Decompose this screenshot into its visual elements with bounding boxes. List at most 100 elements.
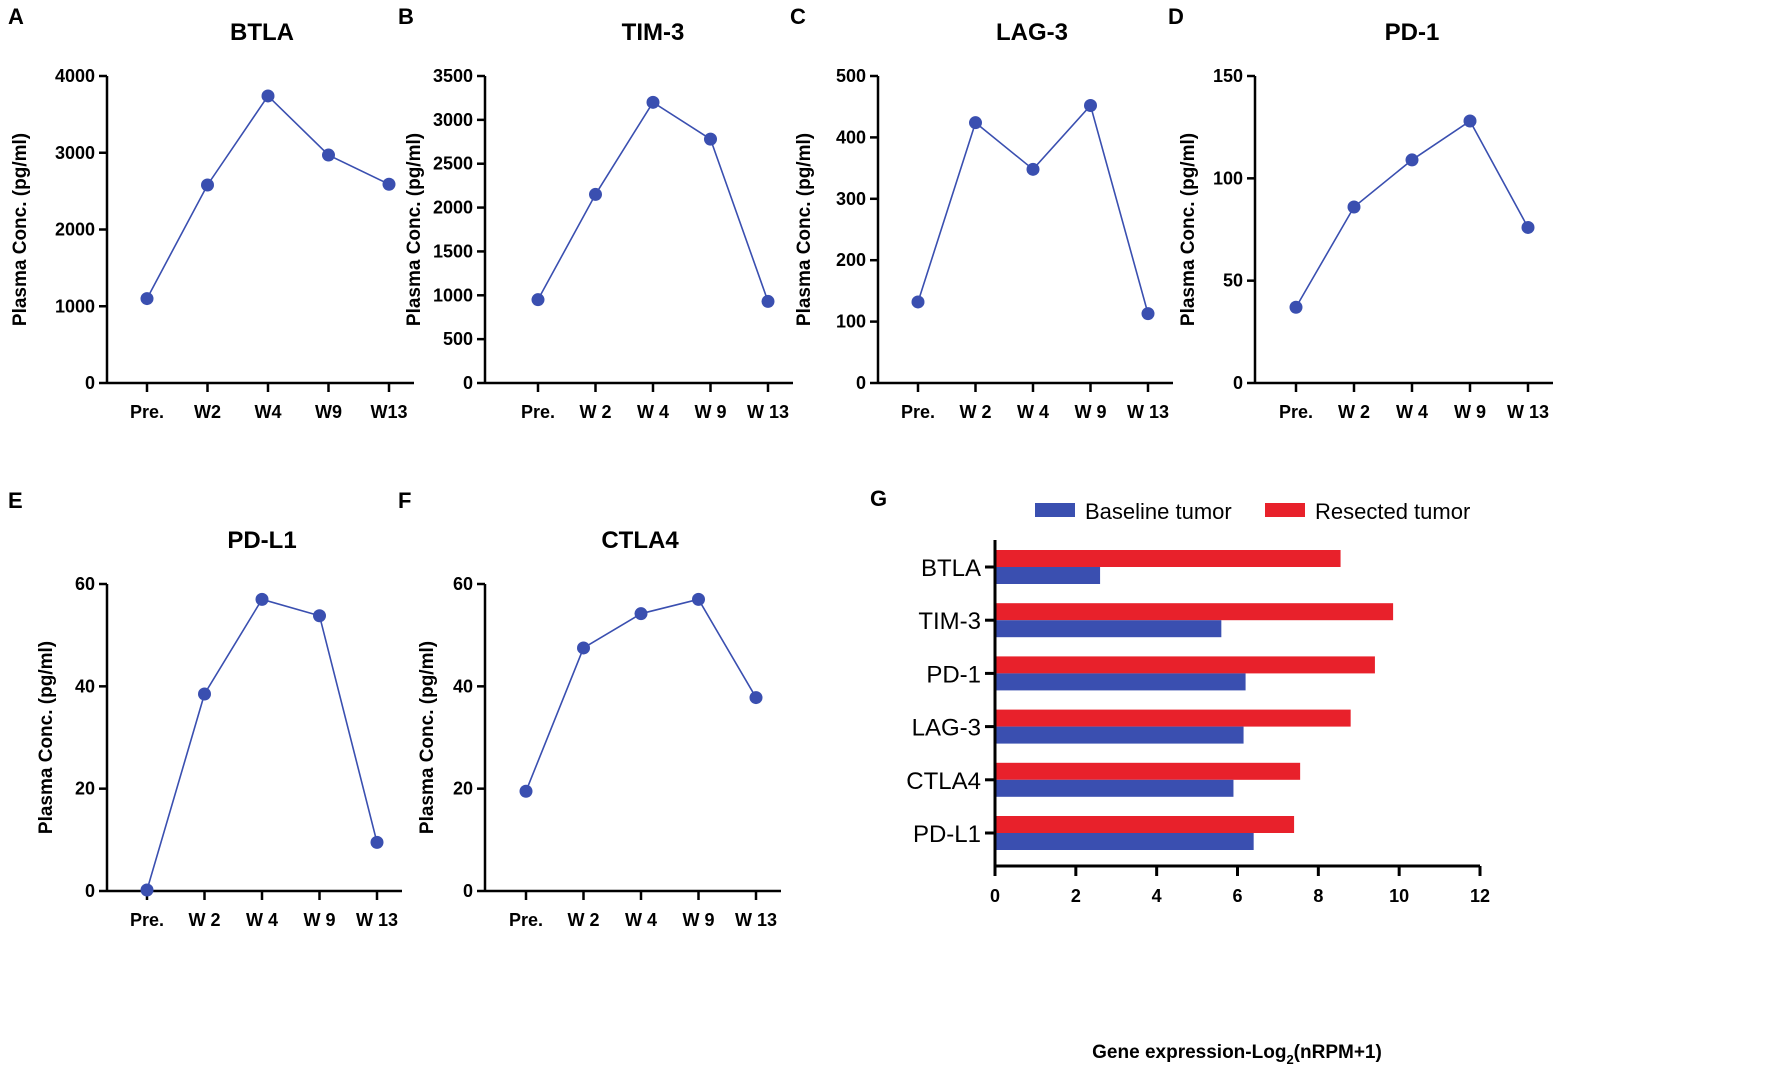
- x-tick-label: Pre.: [521, 402, 555, 422]
- x-tick-label: 12: [1470, 886, 1490, 906]
- x-tick-label: 2: [1071, 886, 1081, 906]
- series-line: [146, 598, 378, 891]
- bar-baseline-tumor-tim-3: [996, 620, 1222, 638]
- y-tick-label: 0: [85, 881, 95, 901]
- x-axis-label: Gene expression-Log2(nRPM+1): [1092, 1042, 1382, 1067]
- x-tick-label: 6: [1232, 886, 1242, 906]
- chart-title: PD-L1: [227, 527, 296, 554]
- y-tick-label: 500: [836, 66, 866, 86]
- y-tick-label: 40: [75, 676, 95, 696]
- bar-resected-tumor-btla: [996, 550, 1341, 567]
- panel-letter: C: [790, 4, 806, 29]
- x-tick-label: 0: [990, 886, 1000, 906]
- series-line: [917, 103, 1149, 314]
- y-axis-label: Plasma Conc. (pg/ml): [417, 641, 438, 834]
- bar-resected-tumor-pd-l1: [996, 816, 1295, 833]
- bar-baseline-tumor-btla: [996, 567, 1101, 584]
- chart-title: CTLA4: [601, 527, 679, 554]
- x-tick-label: W 13: [747, 402, 789, 422]
- y-tick-label: 4000: [55, 66, 95, 86]
- panel-letter: G: [870, 486, 887, 511]
- y-axis-label: Plasma Conc. (pg/ml): [10, 133, 31, 326]
- y-tick-label: 60: [453, 574, 473, 594]
- x-tick-label: W 9: [303, 910, 335, 930]
- panel-a: A BTLA Plasma Conc. (pg/ml) 0 1000 2000 3000 40…: [8, 4, 414, 422]
- y-tick-label: 1000: [433, 285, 473, 305]
- series-line: [537, 101, 769, 302]
- data-point-w9: [704, 132, 717, 146]
- data-point-w4: [1405, 153, 1419, 167]
- y-axis-label: Plasma Conc. (pg/ml): [36, 641, 57, 834]
- legend-swatch: [1035, 503, 1075, 517]
- data-point-w4: [646, 95, 660, 109]
- chart-title: BTLA: [230, 19, 294, 46]
- x-tick-label: W 4: [246, 910, 278, 930]
- data-point-w9: [322, 148, 335, 162]
- y-tick-label: LAG-3: [912, 715, 981, 742]
- x-tick-label: W 9: [694, 402, 726, 422]
- x-tick-label: W 9: [682, 910, 714, 930]
- y-tick-label: 0: [85, 373, 95, 393]
- data-point-w13: [382, 177, 396, 191]
- bar-resected-tumor-lag-3: [996, 709, 1351, 727]
- y-tick-label: 1000: [55, 296, 95, 316]
- bar-baseline-tumor-ctla4: [996, 779, 1234, 797]
- x-tick-label: W 13: [1507, 402, 1549, 422]
- x-tick-label: W 9: [1074, 402, 1106, 422]
- x-tick-label: Pre.: [1279, 402, 1313, 422]
- data-point-w2: [589, 187, 602, 201]
- x-tick-label: 4: [1152, 886, 1162, 906]
- data-point-w13: [761, 294, 775, 308]
- legend-label: Resected tumor: [1315, 499, 1470, 524]
- bar-baseline-tumor-lag-3: [996, 726, 1244, 744]
- y-tick-label: 2500: [433, 154, 473, 174]
- data-point-pre: [519, 784, 533, 798]
- x-tick-label: W 4: [637, 402, 669, 422]
- y-tick-label: 3000: [55, 143, 95, 163]
- x-tick-label: W9: [315, 402, 342, 422]
- y-tick-label: 0: [463, 881, 473, 901]
- series-line: [525, 598, 757, 792]
- data-point-w9: [1084, 98, 1097, 112]
- x-tick-label: W 13: [1127, 402, 1169, 422]
- panel-e: E PD-L1 Plasma Conc. (pg/ml) 0 20 40 60 Pre. W 2…: [8, 488, 402, 930]
- y-tick-label: 2000: [55, 220, 95, 240]
- x-tick-label: W 4: [625, 910, 657, 930]
- x-axis-label-subscript: 2: [1286, 1052, 1293, 1067]
- y-tick-label: 0: [1233, 373, 1243, 393]
- legend-swatch: [1265, 503, 1305, 517]
- panel-letter: E: [8, 488, 23, 513]
- panel-letter: B: [398, 4, 414, 29]
- panel-letter: A: [8, 4, 24, 29]
- x-tick-label: W4: [255, 402, 282, 422]
- y-axis-label: Plasma Conc. (pg/ml): [1178, 133, 1199, 326]
- data-point-w13: [749, 691, 763, 705]
- x-tick-label: W 2: [188, 910, 220, 930]
- x-tick-label: W 2: [1338, 402, 1370, 422]
- x-tick-label: Pre.: [130, 910, 164, 930]
- data-point-w2: [1347, 200, 1361, 214]
- panel-c: C LAG-3 Plasma Conc. (pg/ml) 0 100 200 300 400 5…: [790, 4, 1173, 422]
- y-axis-label: Plasma Conc. (pg/ml): [404, 133, 425, 326]
- data-point-w9: [313, 609, 326, 623]
- series-line: [146, 94, 390, 299]
- x-axis-label-suffix: (nRPM+1): [1294, 1042, 1382, 1063]
- bar-resected-tumor-pd-1: [996, 656, 1375, 674]
- legend-label: Baseline tumor: [1085, 499, 1232, 524]
- data-point-w9: [1463, 114, 1477, 128]
- chart-title: TIM-3: [622, 19, 685, 46]
- data-point-pre: [911, 295, 925, 309]
- panel-letter: F: [398, 488, 411, 513]
- y-tick-label: 500: [443, 329, 473, 349]
- panel-letter: D: [1168, 4, 1184, 29]
- data-point-pre: [140, 883, 154, 897]
- y-tick-label: CTLA4: [906, 768, 981, 795]
- data-point-w4: [255, 592, 269, 606]
- x-tick-label: Pre.: [509, 910, 543, 930]
- data-point-w13: [370, 835, 384, 849]
- x-tick-label: 10: [1389, 886, 1409, 906]
- panel-b: B TIM-3 Plasma Conc. (pg/ml) 0 500 1000 1500 20…: [398, 4, 793, 422]
- bar-baseline-tumor-pd-l1: [996, 833, 1254, 850]
- bar-resected-tumor-tim-3: [996, 603, 1394, 621]
- x-tick-label: W 2: [579, 402, 611, 422]
